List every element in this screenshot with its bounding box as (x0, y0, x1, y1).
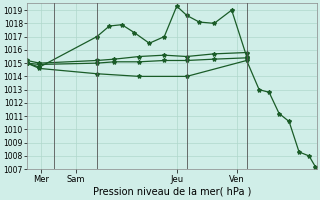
X-axis label: Pression niveau de la mer( hPa ): Pression niveau de la mer( hPa ) (92, 187, 251, 197)
